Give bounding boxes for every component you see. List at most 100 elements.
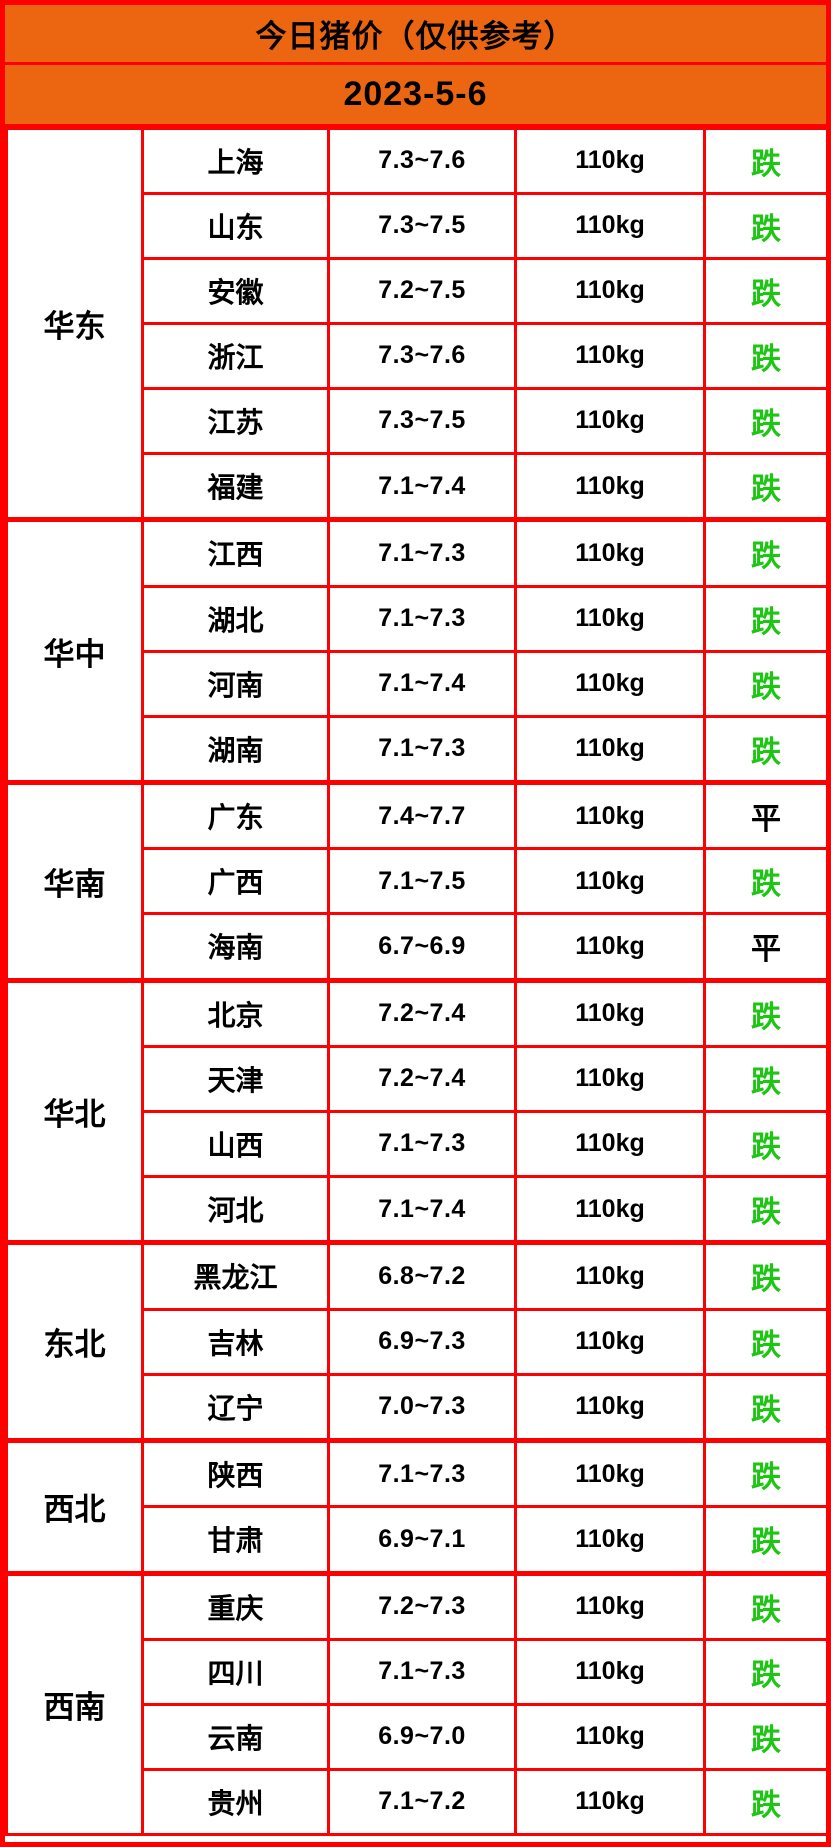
weight-cell: 110kg <box>514 1109 706 1178</box>
province-cell: 河南 <box>141 649 330 718</box>
table-row: 山东 7.3~7.5 110kg 跌 <box>7 191 829 260</box>
table-row: 河北 7.1~7.4 110kg 跌 <box>7 1174 829 1245</box>
weight-cell: 110kg <box>514 386 706 455</box>
table-row: 浙江 7.3~7.6 110kg 跌 <box>7 321 829 390</box>
weight-cell: 110kg <box>514 517 706 588</box>
trend-cell: 跌 <box>703 1372 829 1442</box>
trend-cell: 平 <box>703 912 829 982</box>
weight-cell: 110kg <box>514 321 706 390</box>
region-cell: 东北 <box>5 1240 144 1442</box>
weight-cell: 110kg <box>514 1702 706 1771</box>
weight-cell: 110kg <box>514 1174 706 1245</box>
province-cell: 山东 <box>141 191 330 260</box>
trend-cell: 跌 <box>703 1637 829 1706</box>
weight-cell: 110kg <box>514 714 706 784</box>
trend-cell: 跌 <box>703 847 829 916</box>
province-cell: 贵州 <box>141 1767 330 1837</box>
weight-cell: 110kg <box>514 649 706 718</box>
price-cell: 6.9~7.0 <box>327 1702 517 1771</box>
table-row: 华南 广东 7.4~7.7 110kg 平 <box>5 779 829 982</box>
province-cell: 辽宁 <box>141 1372 330 1442</box>
page-title: 今日猪价（仅供参考） <box>255 19 576 54</box>
province-cell: 广东 <box>141 779 330 851</box>
price-cell: 6.8~7.2 <box>327 1240 517 1311</box>
province-cell: 四川 <box>141 1637 330 1706</box>
province-cell: 湖北 <box>141 584 330 653</box>
table-row: 河南 7.1~7.4 110kg 跌 <box>7 649 829 718</box>
province-cell: 甘肃 <box>141 1505 330 1575</box>
province-cell: 江西 <box>141 517 330 588</box>
price-cell: 7.1~7.3 <box>327 584 517 653</box>
weight-cell: 110kg <box>514 256 706 325</box>
table-row: 四川 7.1~7.3 110kg 跌 <box>7 1637 829 1706</box>
weight-cell: 110kg <box>514 1637 706 1706</box>
weight-cell: 110kg <box>514 1240 706 1311</box>
weight-cell: 110kg <box>514 1437 706 1509</box>
table-row: 甘肃 6.9~7.1 110kg 跌 <box>7 1505 829 1575</box>
region-cell: 华中 <box>5 517 144 784</box>
province-cell: 安徽 <box>141 256 330 325</box>
price-cell: 7.3~7.6 <box>327 127 517 195</box>
weight-cell: 110kg <box>514 1307 706 1376</box>
trend-cell: 跌 <box>703 1505 829 1575</box>
province-cell: 陕西 <box>141 1437 330 1509</box>
table-row: 贵州 7.1~7.2 110kg 跌 <box>7 1767 829 1837</box>
price-cell: 7.1~7.3 <box>327 1437 517 1509</box>
price-cell: 7.3~7.6 <box>327 321 517 390</box>
weight-cell: 110kg <box>514 779 706 851</box>
table-row: 安徽 7.2~7.5 110kg 跌 <box>7 256 829 325</box>
table-row: 广西 7.1~7.5 110kg 跌 <box>7 847 829 916</box>
trend-cell: 跌 <box>703 584 829 653</box>
province-cell: 河北 <box>141 1174 330 1245</box>
date-bar: 2023-5-6 <box>5 65 826 127</box>
title-bar: 今日猪价（仅供参考） <box>5 5 826 65</box>
weight-cell: 110kg <box>514 1372 706 1442</box>
weight-cell: 110kg <box>514 127 706 195</box>
trend-cell: 跌 <box>703 1702 829 1771</box>
price-cell: 6.9~7.3 <box>327 1307 517 1376</box>
table-row: 华北 北京 7.2~7.4 110kg 跌 <box>5 977 829 1245</box>
province-cell: 广西 <box>141 847 330 916</box>
weight-cell: 110kg <box>514 451 706 522</box>
date-text: 2023-5-6 <box>343 75 488 113</box>
province-cell: 上海 <box>141 127 330 195</box>
trend-cell: 跌 <box>703 386 829 455</box>
trend-cell: 跌 <box>703 451 829 522</box>
region-cell: 华东 <box>5 126 144 522</box>
price-cell: 7.1~7.4 <box>327 1174 517 1245</box>
province-cell: 江苏 <box>141 386 330 455</box>
price-cell: 7.1~7.3 <box>327 1109 517 1178</box>
weight-cell: 110kg <box>514 1767 706 1837</box>
province-cell: 湖南 <box>141 714 330 784</box>
price-cell: 7.1~7.4 <box>327 451 517 522</box>
table-row: 福建 7.1~7.4 110kg 跌 <box>7 451 829 522</box>
price-cell: 6.9~7.1 <box>327 1505 517 1575</box>
trend-cell: 跌 <box>703 1437 829 1509</box>
table-row: 吉林 6.9~7.3 110kg 跌 <box>7 1307 829 1376</box>
price-cell: 7.2~7.5 <box>327 256 517 325</box>
region-cell: 西北 <box>5 1437 144 1575</box>
trend-cell: 跌 <box>703 517 829 588</box>
table-row: 东北 黑龙江 6.8~7.2 110kg 跌 <box>5 1240 829 1442</box>
province-cell: 云南 <box>141 1702 330 1771</box>
price-cell: 7.1~7.5 <box>327 847 517 916</box>
trend-cell: 跌 <box>703 649 829 718</box>
province-cell: 福建 <box>141 451 330 522</box>
trend-cell: 跌 <box>703 977 829 1048</box>
weight-cell: 110kg <box>514 1505 706 1575</box>
region-cell: 西南 <box>5 1570 144 1837</box>
table-row: 华东 上海 7.3~7.6 110kg 跌 <box>5 126 829 522</box>
weight-cell: 110kg <box>514 847 706 916</box>
weight-cell: 110kg <box>514 584 706 653</box>
province-cell: 浙江 <box>141 321 330 390</box>
region-cell: 华北 <box>5 977 144 1245</box>
trend-cell: 跌 <box>703 321 829 390</box>
table-row: 江苏 7.3~7.5 110kg 跌 <box>7 386 829 455</box>
price-cell: 7.1~7.3 <box>327 714 517 784</box>
province-cell: 山西 <box>141 1109 330 1178</box>
trend-cell: 跌 <box>703 714 829 784</box>
weight-cell: 110kg <box>514 977 706 1048</box>
province-cell: 天津 <box>141 1044 330 1113</box>
province-cell: 北京 <box>141 977 330 1048</box>
